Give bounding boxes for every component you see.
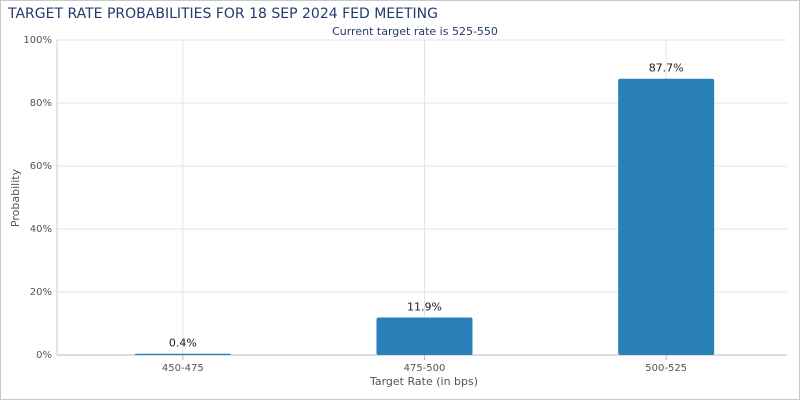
chart-subtitle: Current target rate is 525-550 — [332, 25, 498, 38]
bar — [134, 353, 231, 355]
value-label: 0.4% — [169, 337, 197, 350]
y-tick-label: 20% — [30, 287, 52, 298]
value-label: 87.7% — [649, 62, 684, 75]
chart-title: TARGET RATE PROBABILITIES FOR 18 SEP 202… — [7, 6, 438, 22]
bar — [376, 317, 473, 355]
value-label: 11.9% — [407, 301, 442, 314]
y-tick-label: 40% — [30, 224, 52, 235]
x-tick-label: 450-475 — [162, 363, 204, 374]
y-tick-label: 60% — [30, 161, 52, 172]
bar — [618, 78, 715, 356]
y-tick-label: 100% — [23, 35, 52, 46]
x-tick-label: 500-525 — [645, 363, 687, 374]
y-axis-label: Probability — [9, 168, 22, 227]
y-tick-label: 0% — [36, 350, 52, 361]
y-tick-label: 80% — [30, 98, 52, 109]
x-tick-label: 475-500 — [404, 363, 446, 374]
x-axis-label: Target Rate (in bps) — [369, 375, 478, 388]
